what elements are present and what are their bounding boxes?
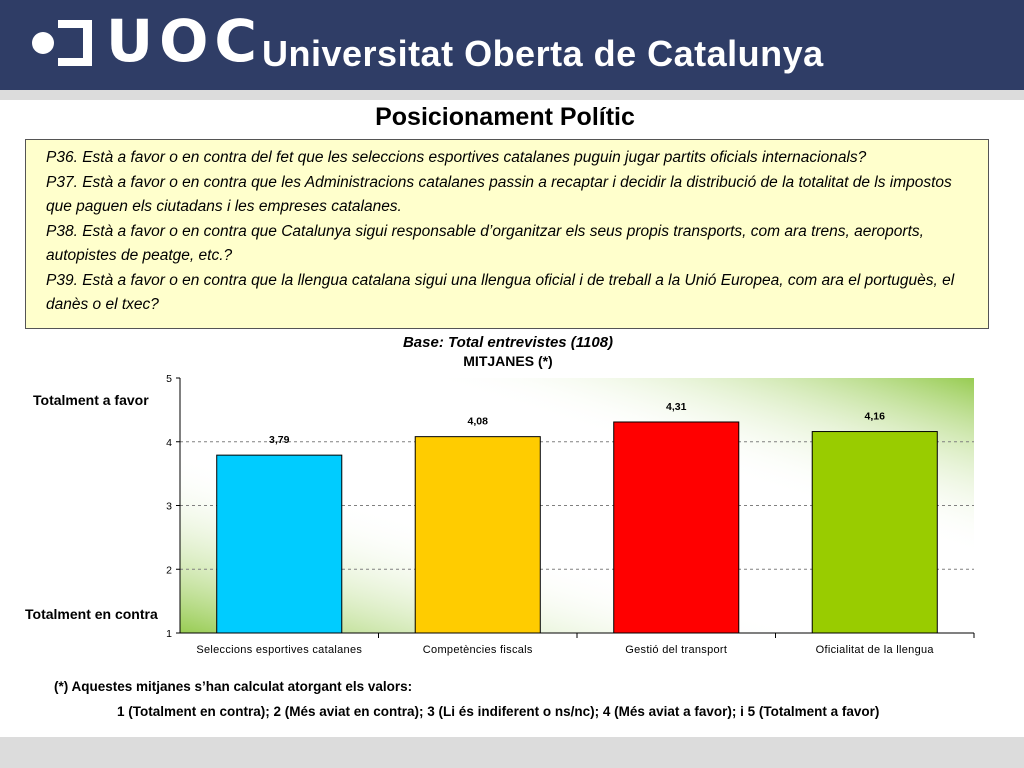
uoc-logo-icon xyxy=(32,20,92,66)
header-bar: UOC Universitat Oberta de Catalunya xyxy=(0,0,1024,90)
bar xyxy=(216,454,343,634)
footnote-intro: (*) Aquestes mitjanes s’han calculat ato… xyxy=(54,679,413,694)
x-category-label: Seleccions esportives catalanes xyxy=(196,644,362,656)
bar-value-label: 4,08 xyxy=(468,416,489,428)
bar xyxy=(613,421,740,634)
bar-value-label: 4,31 xyxy=(666,401,687,413)
bar-value-label: 4,16 xyxy=(865,411,886,423)
university-name: Universitat Oberta de Catalunya xyxy=(262,33,824,74)
y-label-bottom: Totalment en contra xyxy=(25,606,158,622)
page-title: Posicionament Polític xyxy=(375,103,635,131)
y-tick-label: 3 xyxy=(166,501,172,513)
footer-band xyxy=(0,737,1024,768)
x-category-label: Oficialitat de la llengua xyxy=(816,644,935,656)
chart-title: Base: Total entrevistes (1108) xyxy=(402,334,614,351)
bar-value-label: 3,79 xyxy=(269,434,290,446)
question-p36: P36. Està a favor o en contra del fet qu… xyxy=(46,149,867,166)
question-p39: P39. Està a favor o en contra que la lle… xyxy=(46,271,955,314)
y-tick-label: 4 xyxy=(166,437,172,449)
uoc-abbreviation: UOC xyxy=(106,7,263,75)
questions-box: P36. Està a favor o en contra del fet qu… xyxy=(25,139,989,329)
question-p38: P38. Està a favor o en contra que Catalu… xyxy=(46,222,924,265)
bar xyxy=(414,436,541,634)
question-p37: P37. Està a favor o en contra que les Ad… xyxy=(46,173,952,216)
y-tick-label: 2 xyxy=(166,564,172,576)
header-divider xyxy=(0,90,1024,100)
footnote-values: 1 (Totalment en contra); 2 (Més aviat en… xyxy=(117,704,880,719)
y-label-top: Totalment a favor xyxy=(33,392,149,408)
bar xyxy=(811,431,938,634)
y-tick-label: 5 xyxy=(166,373,172,385)
x-category-label: Competències fiscals xyxy=(423,644,533,656)
chart-subtitle: MITJANES (*) xyxy=(463,353,553,369)
x-category-label: Gestió del transport xyxy=(625,644,727,656)
y-tick-label: 1 xyxy=(166,628,172,640)
